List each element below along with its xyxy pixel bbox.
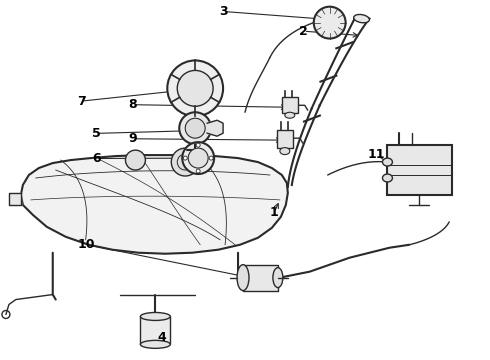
Ellipse shape [383, 174, 392, 182]
Circle shape [185, 118, 205, 138]
Text: 11: 11 [368, 148, 386, 161]
Bar [141, 316, 171, 345]
Circle shape [179, 112, 211, 144]
Circle shape [182, 142, 214, 174]
Text: 9: 9 [128, 132, 137, 145]
Polygon shape [9, 193, 21, 205]
Circle shape [188, 148, 208, 168]
Ellipse shape [280, 148, 290, 154]
Text: 7: 7 [77, 95, 86, 108]
Ellipse shape [285, 112, 295, 118]
Ellipse shape [354, 14, 369, 23]
Text: 8: 8 [128, 98, 137, 111]
Ellipse shape [141, 312, 171, 320]
Polygon shape [207, 120, 223, 136]
Text: 10: 10 [77, 238, 95, 251]
Ellipse shape [383, 158, 392, 166]
Circle shape [125, 150, 146, 170]
Circle shape [196, 169, 200, 173]
Bar [388, 145, 452, 195]
Ellipse shape [141, 340, 171, 348]
Circle shape [196, 143, 200, 147]
Text: 2: 2 [299, 25, 308, 38]
Text: 3: 3 [219, 5, 227, 18]
Text: 1: 1 [270, 206, 279, 219]
Circle shape [167, 60, 223, 116]
Ellipse shape [273, 268, 283, 288]
Circle shape [177, 71, 213, 106]
Text: 5: 5 [92, 127, 100, 140]
Circle shape [183, 156, 187, 160]
Bar [277, 130, 293, 148]
Text: 4: 4 [158, 331, 167, 344]
Bar [243, 265, 278, 291]
Text: 6: 6 [92, 152, 100, 165]
Circle shape [209, 156, 213, 160]
Bar [282, 97, 298, 113]
Ellipse shape [237, 265, 249, 291]
Circle shape [172, 148, 199, 176]
Polygon shape [21, 155, 288, 254]
Circle shape [314, 7, 345, 39]
